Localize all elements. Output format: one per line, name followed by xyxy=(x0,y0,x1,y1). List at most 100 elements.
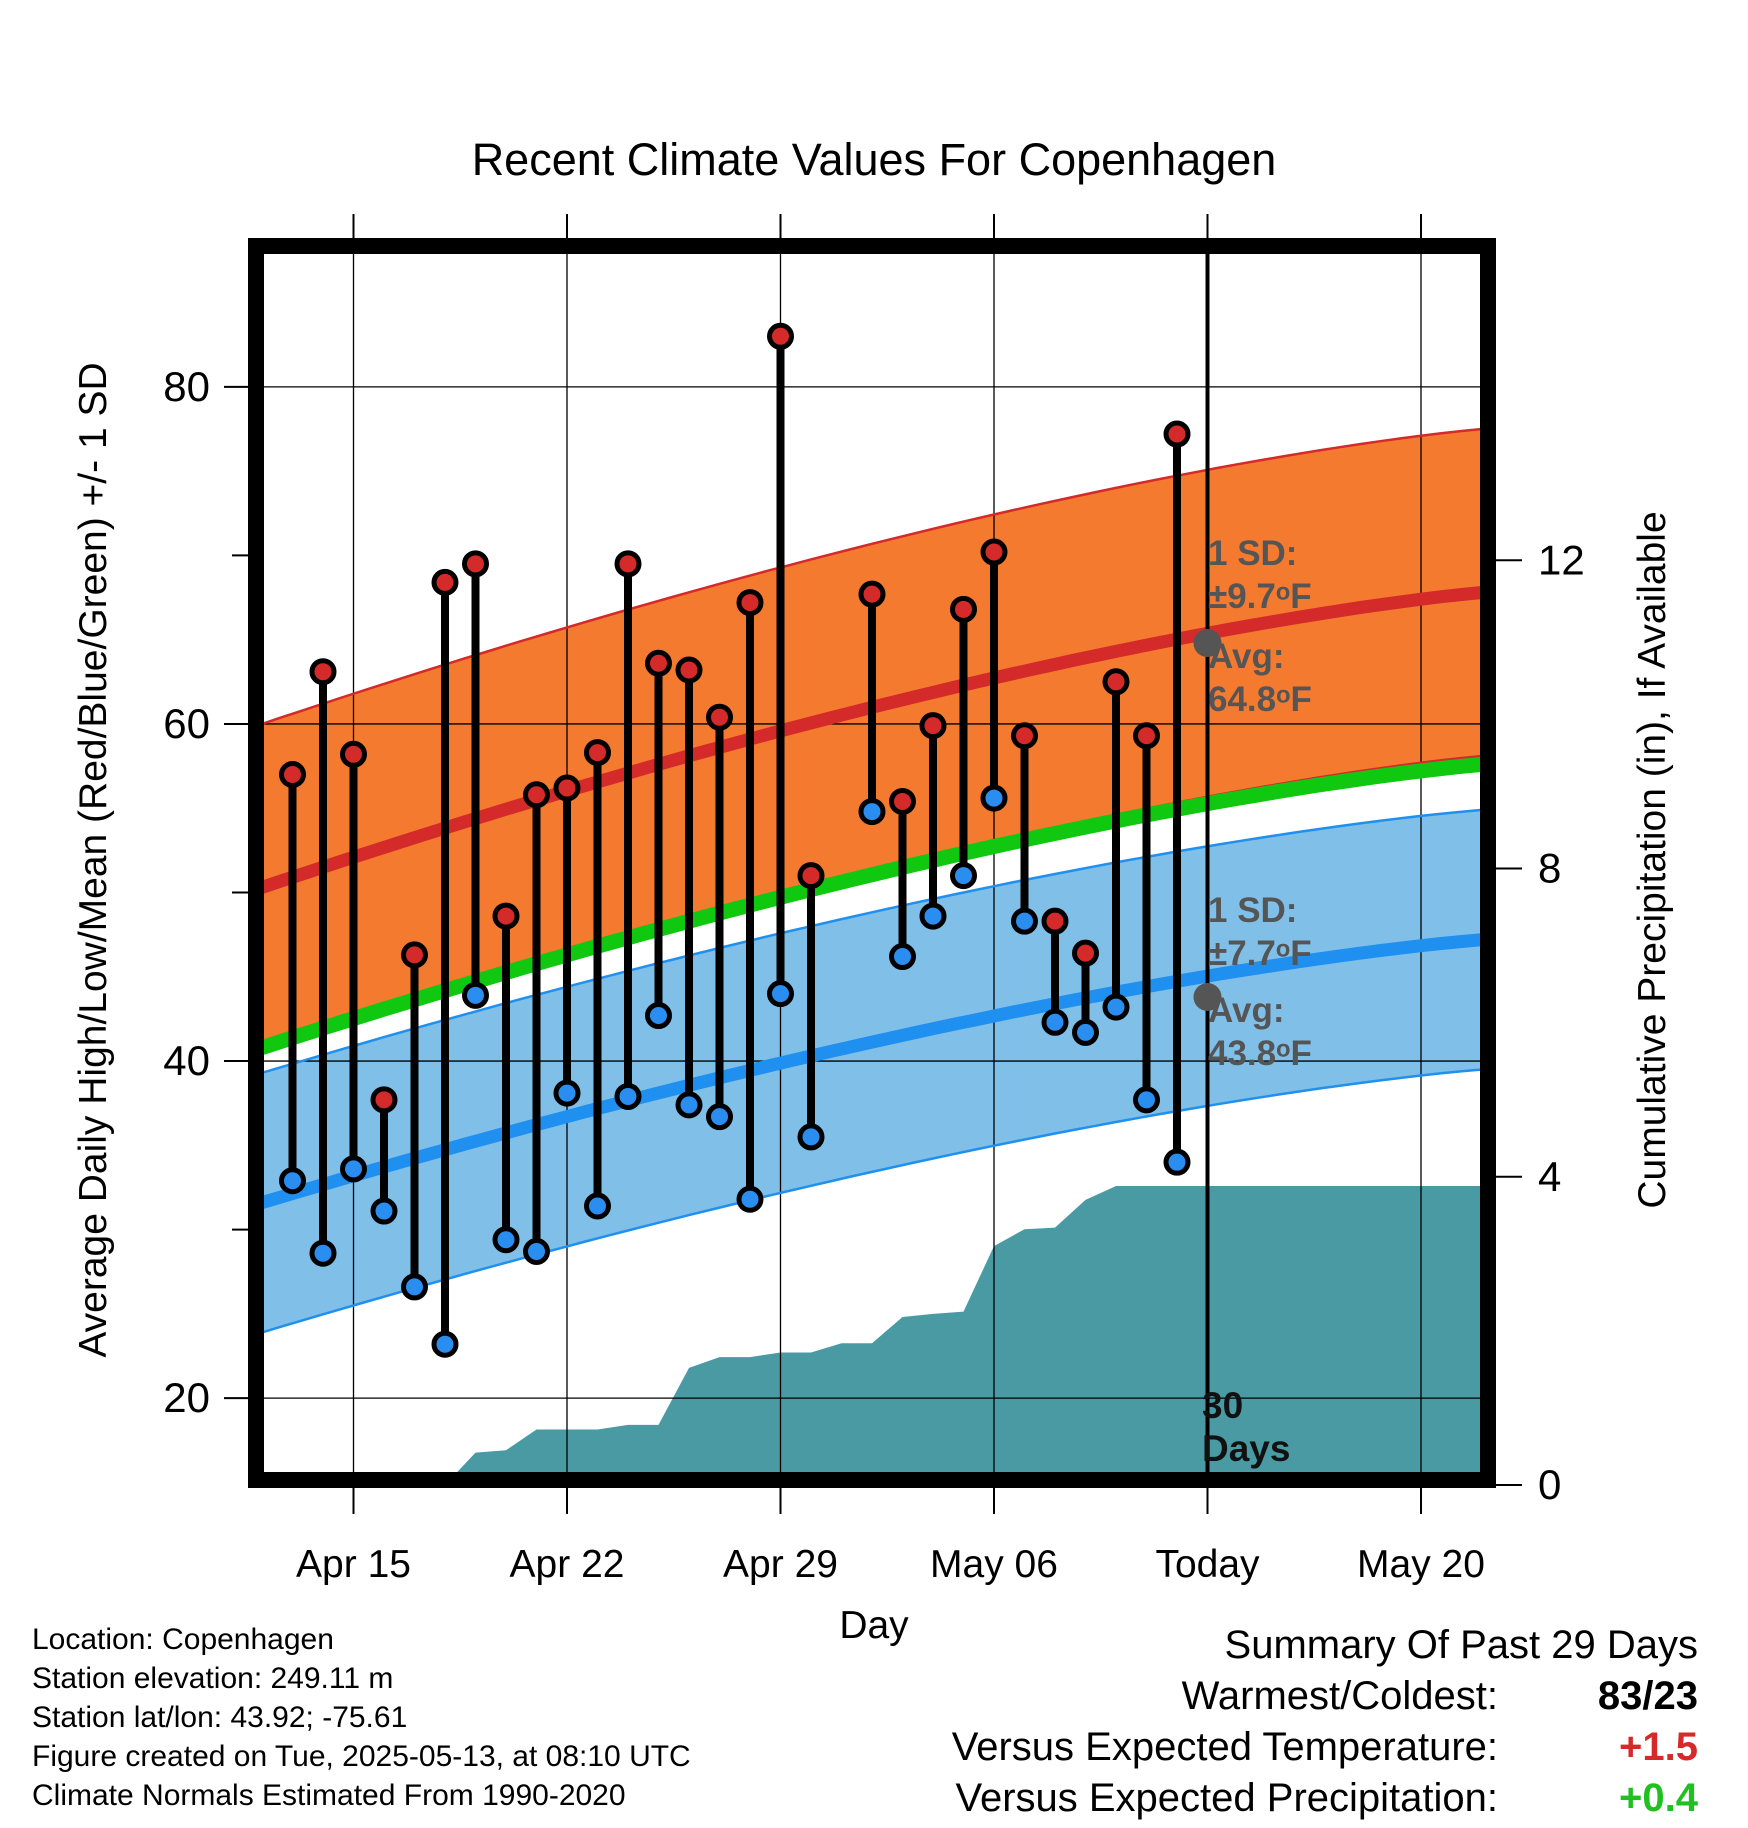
high-point xyxy=(340,740,367,768)
y-axis-right-label: Cumulative Precipitation (in), If Availa… xyxy=(1631,511,1674,1208)
high-point xyxy=(980,538,1008,566)
created-text: Figure created on Tue, 2025-05-13, at 08… xyxy=(32,1740,691,1773)
high-point xyxy=(1041,907,1069,935)
y-right-tick-label: 0 xyxy=(1538,1461,1561,1508)
low-avg-text: Avg: xyxy=(1208,991,1284,1030)
low-point xyxy=(431,1330,459,1358)
high-point xyxy=(370,1086,398,1114)
low-point xyxy=(675,1091,703,1119)
low-point xyxy=(1163,1148,1191,1176)
high-point xyxy=(462,550,489,578)
low-point xyxy=(980,784,1008,812)
temp-value: +1.5 xyxy=(1619,1725,1698,1769)
low-point xyxy=(706,1103,733,1131)
low-sd-text: 1 SD: xyxy=(1208,891,1297,930)
high-point xyxy=(645,649,672,677)
high-point xyxy=(797,862,825,890)
low-point xyxy=(340,1155,367,1183)
low-minus-sd-line xyxy=(261,1068,1483,1334)
high-point xyxy=(553,774,581,802)
mean-avg-line xyxy=(259,756,1483,1055)
y-axis-left-label: Average Daily High/Low/Mean (Red/Blue/Gr… xyxy=(72,362,115,1357)
temp-row: Versus Expected Temperature: +1.5 xyxy=(798,1722,1698,1773)
low-point xyxy=(767,980,794,1008)
high-avg-today-dot xyxy=(1193,629,1222,658)
high-point xyxy=(1102,668,1130,696)
low-point xyxy=(492,1226,520,1254)
low-point xyxy=(553,1079,581,1107)
location-text: Location: Copenhagen xyxy=(32,1623,334,1656)
y-right-tick-label: 4 xyxy=(1538,1153,1561,1200)
high-point xyxy=(279,761,306,789)
precipitation-area xyxy=(445,1186,1482,1485)
daily-range-stems xyxy=(279,322,1191,1358)
precip-label: Versus Expected Precipitation: xyxy=(955,1776,1498,1820)
low-point xyxy=(1133,1086,1160,1114)
high-point xyxy=(706,703,733,731)
warmest-label: Warmest/Coldest: xyxy=(1181,1674,1498,1718)
latlon-text: Station lat/lon: 43.92; -75.61 xyxy=(32,1701,408,1734)
normal-annotations: 1 SD: ±9.7ᵒF Avg: 64.8ᵒF 1 SD: ±7.7ᵒF Avg: 43.8… xyxy=(1193,534,1312,1073)
low-avg-today-dot xyxy=(1193,982,1222,1011)
high-point xyxy=(1011,722,1038,750)
high-sd-value: ±9.7ᵒF xyxy=(1208,577,1312,616)
low-point xyxy=(279,1167,306,1195)
x-tick-label: May 20 xyxy=(1357,1543,1485,1586)
summary-panel: Summary Of Past 29 Days Warmest/Coldest:… xyxy=(798,1620,1698,1824)
low-point xyxy=(462,981,489,1009)
low-point xyxy=(889,943,916,971)
low-point xyxy=(584,1192,611,1220)
high-point xyxy=(919,712,947,740)
high-point xyxy=(1163,420,1191,448)
x-tick-label: Apr 22 xyxy=(510,1543,625,1586)
high-avg-text: Avg: xyxy=(1208,637,1284,676)
low-point xyxy=(797,1123,825,1151)
high-point xyxy=(523,781,550,809)
high-point xyxy=(675,656,703,684)
high-point xyxy=(309,658,337,686)
precip-value: +0.4 xyxy=(1619,1776,1698,1820)
low-point xyxy=(309,1239,337,1267)
high-avg-value: 64.8ᵒF xyxy=(1208,680,1312,719)
x-tick-label: Apr 29 xyxy=(723,1543,838,1586)
y-left-tick-label: 40 xyxy=(163,1037,210,1084)
high-point xyxy=(767,322,794,350)
low-avg-line xyxy=(260,933,1483,1209)
normals-note-text: Climate Normals Estimated From 1990-2020 xyxy=(32,1779,626,1812)
x-tick-label: Today xyxy=(1155,1543,1260,1586)
precip-row: Versus Expected Precipitation: +0.4 xyxy=(798,1773,1698,1824)
y-left-tick-label: 20 xyxy=(163,1374,210,1421)
y-right-tick-label: 12 xyxy=(1538,536,1585,583)
low-point xyxy=(1041,1008,1069,1036)
elevation-text: Station elevation: 249.11 m xyxy=(32,1662,394,1695)
low-avg-value: 43.8ᵒF xyxy=(1208,1034,1312,1073)
high-point xyxy=(492,902,520,930)
low-point xyxy=(645,1002,672,1030)
high-point xyxy=(1072,939,1099,967)
high-plus-sd-line xyxy=(261,427,1483,726)
summary-title: Summary Of Past 29 Days xyxy=(1224,1623,1698,1667)
low-point xyxy=(1072,1018,1099,1046)
low-point xyxy=(614,1082,642,1110)
high-point xyxy=(584,739,611,767)
high-point xyxy=(889,787,916,815)
today-days-label: Days xyxy=(1202,1428,1290,1469)
low-point xyxy=(950,862,977,890)
high-point xyxy=(401,941,428,969)
precip-area xyxy=(445,1186,1482,1485)
low-point xyxy=(858,798,886,826)
low-point xyxy=(919,902,947,930)
low-point xyxy=(1102,993,1130,1021)
x-tick-label: Apr 15 xyxy=(296,1543,411,1586)
low-plus-sd-line xyxy=(261,808,1483,1074)
low-point xyxy=(523,1238,550,1266)
chart-title: Recent Climate Values For Copenhagen xyxy=(472,134,1277,185)
warmest-value: 83/23 xyxy=(1597,1674,1698,1718)
x-tick-label: May 06 xyxy=(930,1543,1058,1586)
y-left-tick-label: 80 xyxy=(163,363,210,410)
low-sd-value: ±7.7ᵒF xyxy=(1208,934,1312,973)
high-point xyxy=(1133,722,1160,750)
axes: 20 40 60 80 0 4 8 12 Apr 15 Apr 22 Apr 29 May 06 Tod… xyxy=(163,214,1585,1586)
y-left-tick-label: 60 xyxy=(163,700,210,747)
